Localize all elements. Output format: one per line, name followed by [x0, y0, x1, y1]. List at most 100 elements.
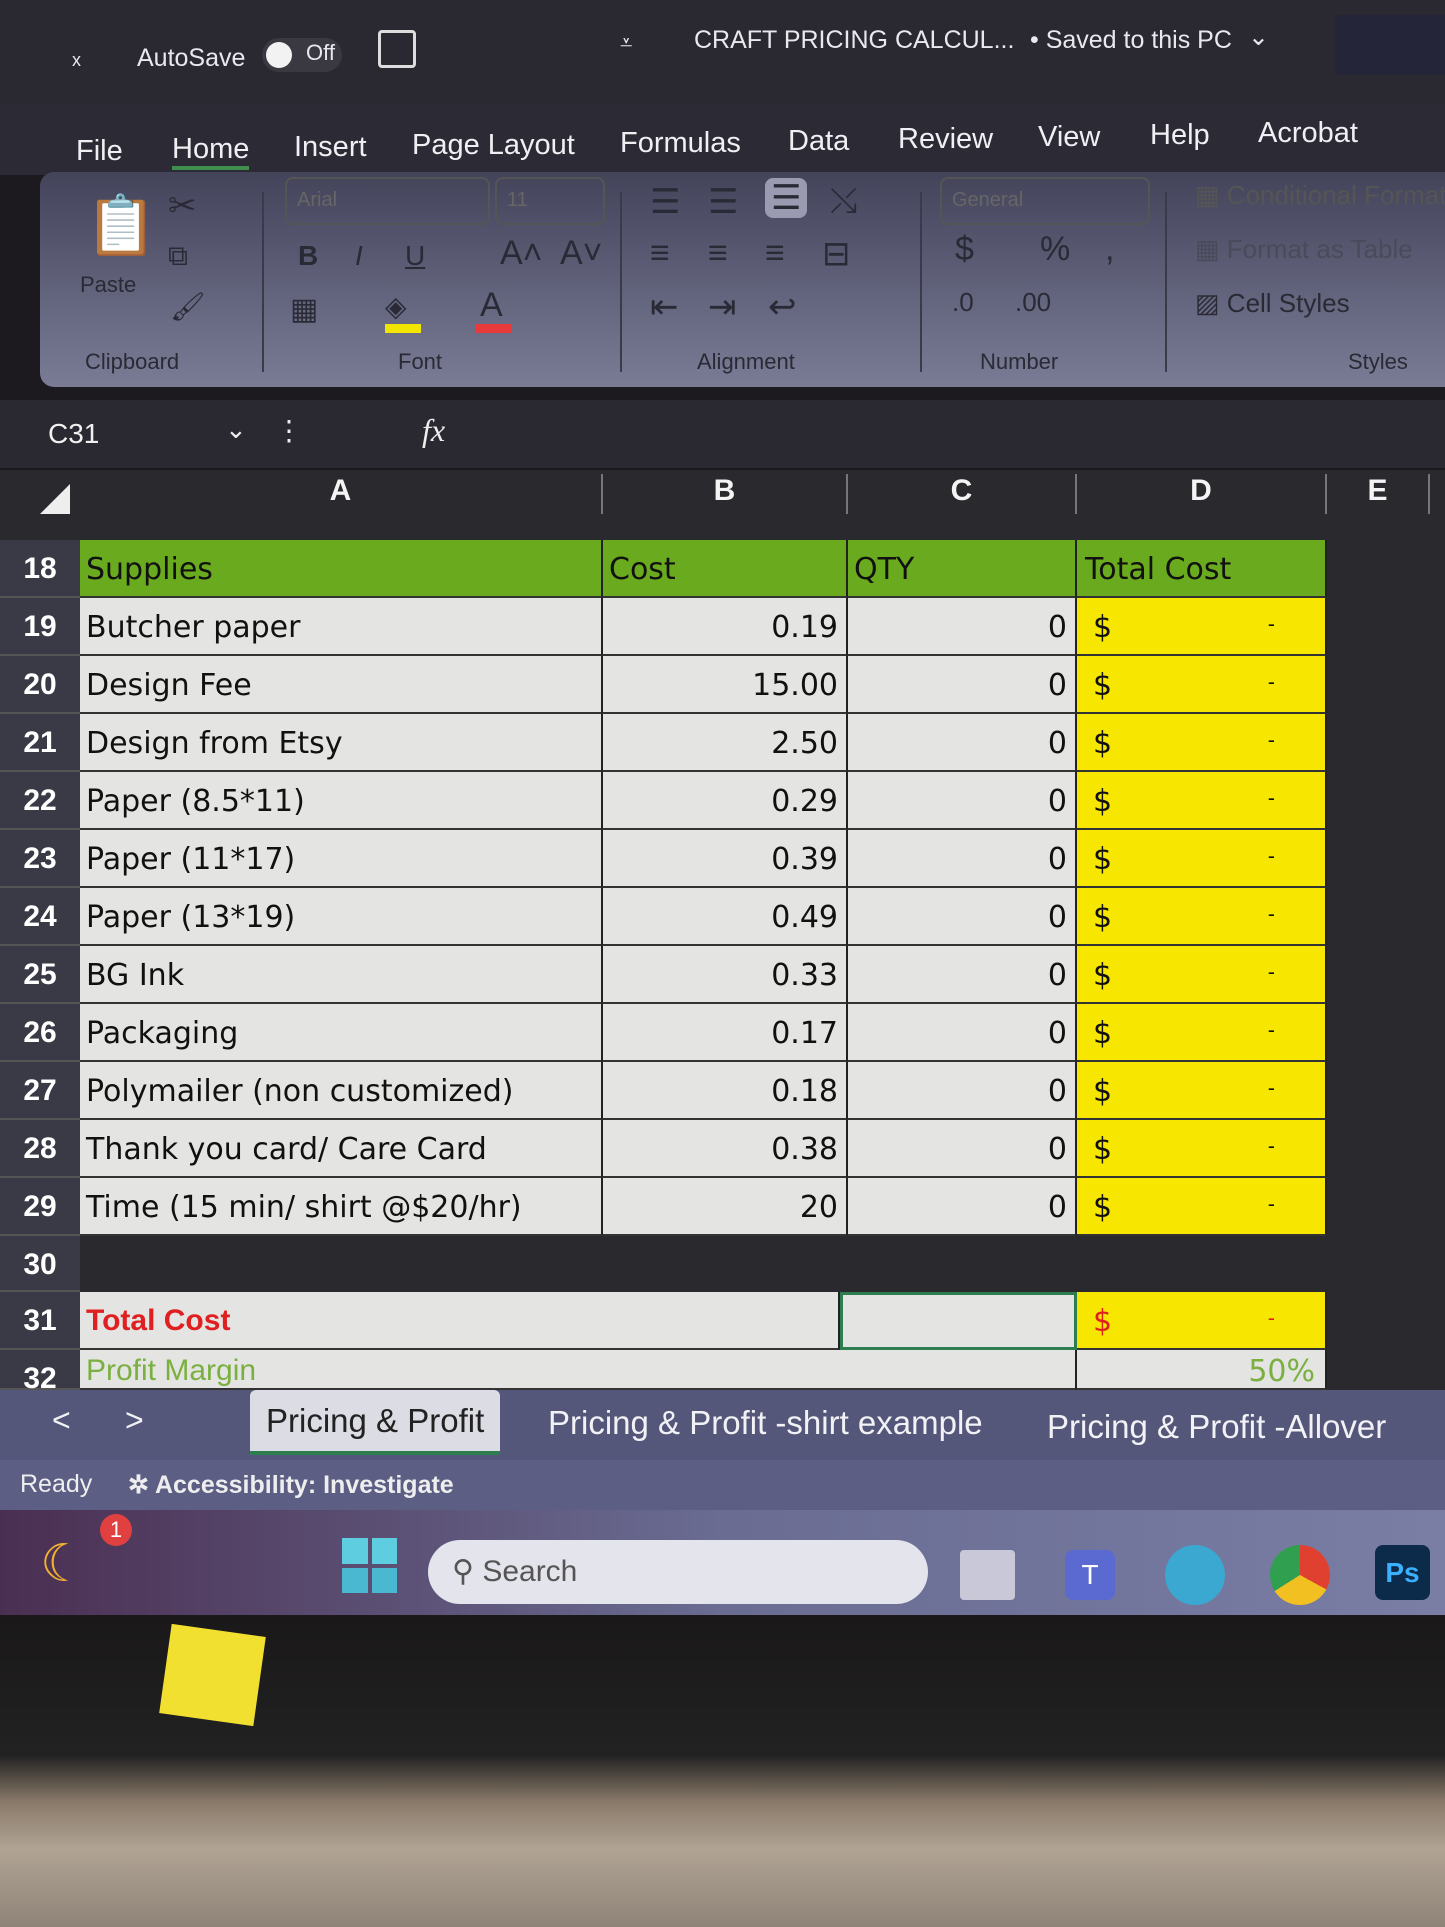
align-center-icon[interactable]: ≡ — [708, 234, 728, 272]
borders-icon[interactable]: ▦ — [290, 293, 319, 326]
total-cost-cell[interactable]: $ - — [1077, 598, 1327, 656]
total-cost-cell[interactable]: $ - — [1077, 1178, 1327, 1236]
cost-cell[interactable]: 0.19 — [603, 598, 848, 656]
row-number[interactable]: 25 — [0, 946, 80, 1004]
decrease-font-icon[interactable]: A˅ — [560, 234, 603, 272]
cost-cell[interactable]: 20 — [603, 1178, 848, 1236]
qty-cell[interactable]: 0 — [848, 830, 1077, 888]
menu-tab-formulas[interactable]: Formulas — [620, 127, 741, 159]
qty-cell[interactable]: 0 — [848, 772, 1077, 830]
align-top-icon[interactable]: ☰ — [650, 183, 681, 221]
increase-font-icon[interactable]: A˄ — [500, 234, 543, 272]
menu-tab-page-layout[interactable]: Page Layout — [412, 129, 575, 161]
more-icon[interactable]: ⋮ — [275, 415, 303, 446]
column-header-D[interactable]: D — [1077, 474, 1327, 514]
row-number[interactable]: 20 — [0, 656, 80, 714]
cut-icon[interactable]: ✂ — [168, 187, 197, 225]
accessibility-status[interactable]: ✲ Accessibility: Investigate — [128, 1470, 454, 1500]
row-number[interactable]: 24 — [0, 888, 80, 946]
paste-icon[interactable]: 📋 — [85, 193, 158, 258]
qty-cell[interactable]: 0 — [848, 598, 1077, 656]
item-cell[interactable]: Paper (11*17) — [80, 830, 603, 888]
paste-button[interactable]: Paste — [80, 272, 137, 297]
total-cost-cell[interactable]: $ - — [1077, 772, 1327, 830]
qty-cell[interactable]: 0 — [848, 1004, 1077, 1062]
chrome-icon[interactable] — [1270, 1545, 1330, 1605]
chevron-down-icon[interactable]: ⌄ — [225, 414, 247, 444]
number-format-select[interactable]: General — [940, 177, 1150, 225]
total-cost-cell[interactable]: $ - — [1077, 1004, 1327, 1062]
column-header-A[interactable]: A — [80, 474, 603, 514]
format-painter-icon[interactable]: 🖌 — [170, 291, 206, 322]
item-cell[interactable]: Design Fee — [80, 656, 603, 714]
menu-tab-acrobat[interactable]: Acrobat — [1258, 117, 1358, 149]
row-number[interactable]: 23 — [0, 830, 80, 888]
sheet-tab-shirt-example[interactable]: Pricing & Profit -shirt example — [548, 1404, 983, 1441]
align-bottom-icon[interactable]: ☰ — [765, 178, 808, 218]
menu-tab-home[interactable]: Home — [172, 133, 250, 170]
cost-cell[interactable]: 0.17 — [603, 1004, 848, 1062]
italic-icon[interactable]: I — [355, 240, 363, 271]
photoshop-icon[interactable]: Ps — [1375, 1545, 1430, 1600]
row-number[interactable]: 19 — [0, 598, 80, 656]
row-number[interactable]: 27 — [0, 1062, 80, 1120]
bold-icon[interactable]: B — [298, 240, 319, 271]
menu-tab-file[interactable]: File — [76, 135, 123, 167]
menu-tab-view[interactable]: View — [1038, 121, 1101, 153]
cost-cell[interactable]: 2.50 — [603, 714, 848, 772]
save-icon[interactable] — [378, 30, 416, 68]
close-icon[interactable]: x — [72, 50, 81, 70]
align-left-icon[interactable]: ≡ — [650, 234, 670, 272]
header-cost[interactable]: Cost — [603, 540, 848, 598]
merge-center-icon[interactable]: ⊟ — [822, 235, 851, 273]
font-size-select[interactable]: 11 — [495, 177, 605, 225]
column-header-E[interactable]: E — [1327, 474, 1430, 514]
previous-sheet-button[interactable]: < — [52, 1402, 71, 1438]
total-cost-cell[interactable]: $ - — [1077, 830, 1327, 888]
fx-icon[interactable]: fx — [422, 412, 446, 448]
copilot-icon[interactable] — [1165, 1545, 1225, 1605]
row-number[interactable]: 26 — [0, 1004, 80, 1062]
profit-margin-value[interactable]: 50% — [1077, 1350, 1327, 1390]
next-sheet-button[interactable]: > — [125, 1402, 144, 1438]
qty-cell[interactable]: 0 — [848, 1120, 1077, 1178]
chevron-down-icon[interactable]: ⌄ — [1248, 23, 1269, 51]
search-box[interactable] — [1335, 15, 1445, 75]
cost-cell[interactable]: 0.39 — [603, 830, 848, 888]
teams-icon[interactable]: T — [1065, 1550, 1115, 1600]
task-view-icon[interactable] — [960, 1550, 1015, 1600]
sheet-tab-pricing-profit[interactable]: Pricing & Profit — [250, 1390, 501, 1455]
windows-start-icon[interactable] — [342, 1538, 397, 1593]
underline-icon[interactable]: U — [405, 240, 426, 271]
total-cost-cell[interactable]: $ - — [1077, 946, 1327, 1004]
item-cell[interactable]: Paper (8.5*11) — [80, 772, 603, 830]
total-cost-label[interactable]: Total Cost — [80, 1292, 840, 1350]
header-total-cost[interactable]: Total Cost — [1077, 540, 1327, 598]
percent-icon[interactable]: % — [1040, 230, 1071, 268]
comma-icon[interactable]: , — [1105, 230, 1115, 268]
increase-indent-icon[interactable]: ⇥ — [708, 288, 737, 326]
currency-icon[interactable]: $ — [955, 230, 974, 268]
total-cost-sum[interactable]: $ - — [1077, 1292, 1327, 1350]
row-number[interactable]: 22 — [0, 772, 80, 830]
row-number[interactable]: 29 — [0, 1178, 80, 1236]
column-header-C[interactable]: C — [848, 474, 1077, 514]
qty-cell[interactable]: 0 — [848, 1062, 1077, 1120]
increase-decimal-icon[interactable]: .0 — [952, 287, 974, 317]
sheet-tab-allover[interactable]: Pricing & Profit -Allover — [1047, 1408, 1387, 1445]
row-number[interactable]: 31 — [0, 1292, 80, 1350]
menu-tab-insert[interactable]: Insert — [294, 131, 367, 163]
wrap-text-icon[interactable]: ↩ — [768, 288, 797, 326]
cost-cell[interactable]: 0.33 — [603, 946, 848, 1004]
qty-cell[interactable]: 0 — [848, 1178, 1077, 1236]
orientation-icon[interactable]: ⤯ — [830, 182, 858, 220]
qty-cell[interactable]: 0 — [848, 946, 1077, 1004]
copy-icon[interactable]: ⧉ — [168, 240, 188, 271]
select-all-button[interactable] — [40, 484, 70, 514]
item-cell[interactable]: Packaging — [80, 1004, 603, 1062]
item-cell[interactable]: Butcher paper — [80, 598, 603, 656]
header-supplies[interactable]: Supplies — [80, 540, 603, 598]
header-qty[interactable]: QTY — [848, 540, 1077, 598]
row-number[interactable]: 32 — [0, 1350, 80, 1395]
total-cost-cell[interactable]: $ - — [1077, 1062, 1327, 1120]
